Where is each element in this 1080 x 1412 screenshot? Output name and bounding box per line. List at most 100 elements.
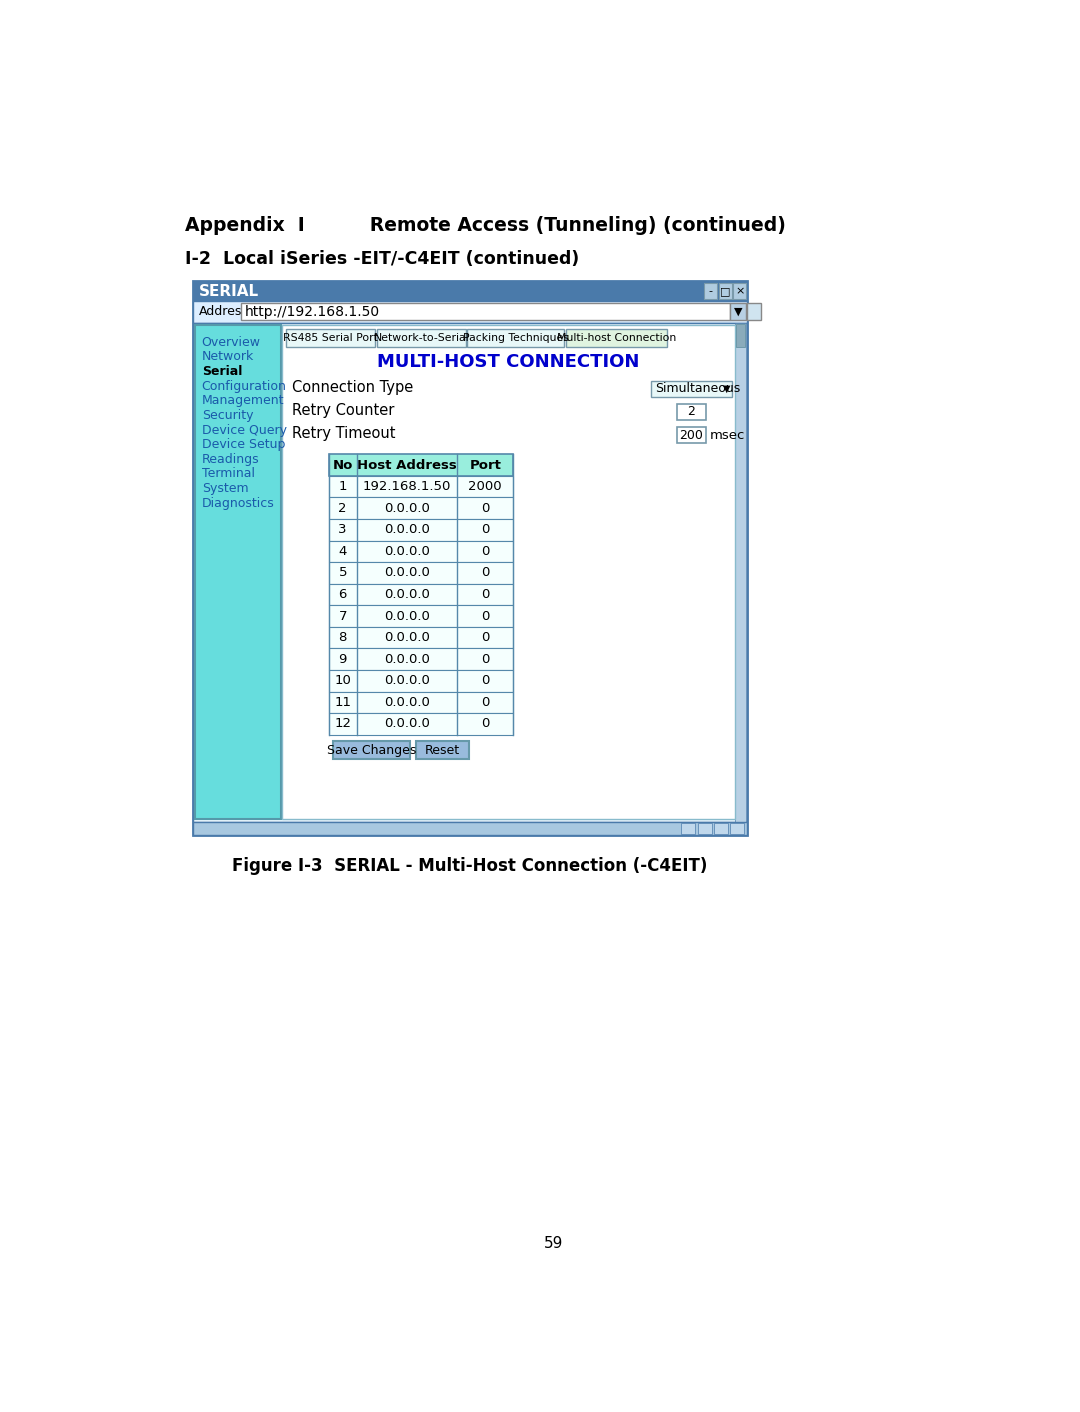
Text: Device Query: Device Query xyxy=(202,424,286,436)
Text: I-2  Local iSeries -EIT/-C4EIT (continued): I-2 Local iSeries -EIT/-C4EIT (continued… xyxy=(186,250,580,268)
Bar xyxy=(468,329,565,347)
Text: 8: 8 xyxy=(338,631,347,644)
Text: 0.0.0.0: 0.0.0.0 xyxy=(384,674,430,688)
Bar xyxy=(677,428,706,443)
Bar xyxy=(333,741,410,760)
Bar xyxy=(193,281,747,301)
Text: http://192.168.1.50: http://192.168.1.50 xyxy=(245,305,380,319)
Text: Figure I-3  SERIAL - Multi-Host Connection (-C4EIT): Figure I-3 SERIAL - Multi-Host Connectio… xyxy=(232,857,707,875)
Text: ×: × xyxy=(735,287,744,297)
Bar xyxy=(328,713,513,734)
Text: 0: 0 xyxy=(481,610,489,623)
Text: 2: 2 xyxy=(688,405,696,418)
Text: Port: Port xyxy=(470,459,501,472)
Text: 0.0.0.0: 0.0.0.0 xyxy=(384,501,430,515)
Text: 0.0.0.0: 0.0.0.0 xyxy=(384,696,430,709)
Bar xyxy=(328,606,513,627)
Bar xyxy=(730,304,745,321)
Text: msec: msec xyxy=(710,429,745,442)
Text: Retry Timeout: Retry Timeout xyxy=(292,426,395,441)
Text: MULTI-HOST CONNECTION: MULTI-HOST CONNECTION xyxy=(377,353,639,371)
Text: 2: 2 xyxy=(338,501,347,515)
Bar xyxy=(328,497,513,520)
Text: Simultaneous: Simultaneous xyxy=(656,383,740,395)
Text: 192.168.1.50: 192.168.1.50 xyxy=(363,480,451,493)
Text: ▼: ▼ xyxy=(724,384,731,394)
Text: Packing Techniques: Packing Techniques xyxy=(463,333,569,343)
Bar xyxy=(195,325,281,819)
Bar xyxy=(704,284,717,299)
Bar xyxy=(193,301,747,323)
Text: □: □ xyxy=(720,287,730,297)
Bar xyxy=(651,381,732,397)
Text: 200: 200 xyxy=(679,429,703,442)
Bar xyxy=(734,323,745,822)
Text: RS485 Serial Port: RS485 Serial Port xyxy=(283,333,378,343)
Text: 0: 0 xyxy=(481,717,489,730)
Text: 0.0.0.0: 0.0.0.0 xyxy=(384,587,430,602)
Text: 0: 0 xyxy=(481,524,489,537)
Text: 0.0.0.0: 0.0.0.0 xyxy=(384,524,430,537)
Bar xyxy=(193,281,747,836)
Text: Retry Counter: Retry Counter xyxy=(292,402,394,418)
Text: 0: 0 xyxy=(481,545,489,558)
Text: 0.0.0.0: 0.0.0.0 xyxy=(384,545,430,558)
Text: 0: 0 xyxy=(481,696,489,709)
Text: SERIAL: SERIAL xyxy=(200,284,259,298)
Bar xyxy=(730,823,744,834)
Text: System: System xyxy=(202,481,248,496)
Bar xyxy=(677,404,706,419)
Bar xyxy=(566,329,666,347)
Bar xyxy=(328,541,513,562)
Bar xyxy=(328,627,513,648)
Text: Network: Network xyxy=(202,350,254,363)
Text: 59: 59 xyxy=(544,1236,563,1251)
Bar xyxy=(714,823,728,834)
Text: Appendix  I          Remote Access (Tunneling) (continued): Appendix I Remote Access (Tunneling) (co… xyxy=(186,216,786,234)
Text: 3: 3 xyxy=(338,524,347,537)
Text: 0: 0 xyxy=(481,631,489,644)
Text: 12: 12 xyxy=(334,717,351,730)
Bar xyxy=(681,823,696,834)
Bar xyxy=(416,741,469,760)
Bar xyxy=(328,692,513,713)
Text: 0: 0 xyxy=(481,587,489,602)
Bar xyxy=(735,325,745,347)
Bar xyxy=(282,325,734,819)
Text: Reset: Reset xyxy=(426,744,460,757)
Text: 0: 0 xyxy=(481,566,489,579)
Bar xyxy=(698,823,712,834)
Bar xyxy=(241,304,730,321)
Text: 11: 11 xyxy=(334,696,351,709)
Text: 0.0.0.0: 0.0.0.0 xyxy=(384,566,430,579)
Text: Device Setup: Device Setup xyxy=(202,438,285,452)
Text: Configuration: Configuration xyxy=(202,380,286,393)
Text: Host Address: Host Address xyxy=(357,459,457,472)
Text: 0.0.0.0: 0.0.0.0 xyxy=(384,652,430,665)
Bar xyxy=(286,329,375,347)
Text: Network-to-Serial: Network-to-Serial xyxy=(374,333,469,343)
Text: Overview: Overview xyxy=(202,336,260,349)
Text: 0.0.0.0: 0.0.0.0 xyxy=(384,631,430,644)
Text: No: No xyxy=(333,459,353,472)
Text: -: - xyxy=(708,287,713,297)
Text: Multi-host Connection: Multi-host Connection xyxy=(556,333,676,343)
Bar xyxy=(328,583,513,606)
Bar xyxy=(733,284,746,299)
Bar xyxy=(193,822,747,836)
Bar xyxy=(377,329,465,347)
Bar xyxy=(328,669,513,692)
Bar xyxy=(328,455,513,476)
Text: 0.0.0.0: 0.0.0.0 xyxy=(384,717,430,730)
Text: 6: 6 xyxy=(338,587,347,602)
Text: Connection Type: Connection Type xyxy=(292,380,413,395)
Text: Terminal: Terminal xyxy=(202,467,255,480)
Text: 9: 9 xyxy=(338,652,347,665)
Bar xyxy=(328,476,513,497)
Bar xyxy=(328,562,513,583)
Text: Diagnostics: Diagnostics xyxy=(202,497,274,510)
Text: 0.0.0.0: 0.0.0.0 xyxy=(384,610,430,623)
Text: Security: Security xyxy=(202,409,253,422)
Text: Readings: Readings xyxy=(202,453,259,466)
Text: 10: 10 xyxy=(335,674,351,688)
